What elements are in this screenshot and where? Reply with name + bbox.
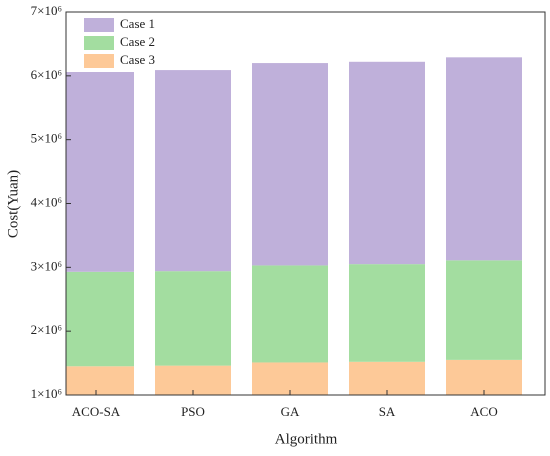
bars bbox=[66, 57, 522, 395]
legend-swatch bbox=[84, 36, 114, 50]
x-tick-label: ACO bbox=[470, 404, 497, 419]
legend-swatch bbox=[84, 54, 114, 68]
x-tick-label: PSO bbox=[181, 404, 205, 419]
y-tick-label: 4×10⁶ bbox=[31, 194, 62, 209]
bar-segment bbox=[252, 63, 328, 266]
y-tick-label: 6×10⁶ bbox=[31, 67, 62, 82]
bar-segment bbox=[349, 264, 425, 362]
x-axis-title: Algorithm bbox=[275, 431, 338, 447]
legend-label: Case 1 bbox=[120, 16, 155, 31]
y-tick-label: 2×10⁶ bbox=[31, 322, 62, 337]
bar-segment bbox=[349, 361, 425, 395]
legend-swatch bbox=[84, 18, 114, 32]
bar-segment bbox=[446, 260, 522, 360]
y-tick-label: 7×10⁶ bbox=[31, 3, 62, 18]
y-tick-label: 3×10⁶ bbox=[31, 258, 62, 273]
bar-segment bbox=[66, 366, 134, 395]
y-tick-label: 5×10⁶ bbox=[31, 131, 62, 146]
bar-segment bbox=[446, 359, 522, 395]
bar-segment bbox=[66, 72, 134, 272]
bar-segment bbox=[66, 271, 134, 367]
legend-label: Case 2 bbox=[120, 34, 155, 49]
bar-segment bbox=[155, 70, 231, 272]
bar-segment bbox=[155, 271, 231, 366]
x-tick-label: SA bbox=[379, 404, 396, 419]
bar-segment bbox=[252, 362, 328, 395]
bar-segment bbox=[252, 265, 328, 363]
legend-label: Case 3 bbox=[120, 52, 155, 67]
bar-segment bbox=[446, 57, 522, 261]
y-tick-label: 1×10⁶ bbox=[31, 386, 62, 401]
x-tick-label: GA bbox=[281, 404, 300, 419]
bar-segment bbox=[349, 61, 425, 265]
x-tick-label: ACO-SA bbox=[72, 404, 121, 419]
y-axis-title: Cost(Yuan) bbox=[5, 170, 21, 238]
